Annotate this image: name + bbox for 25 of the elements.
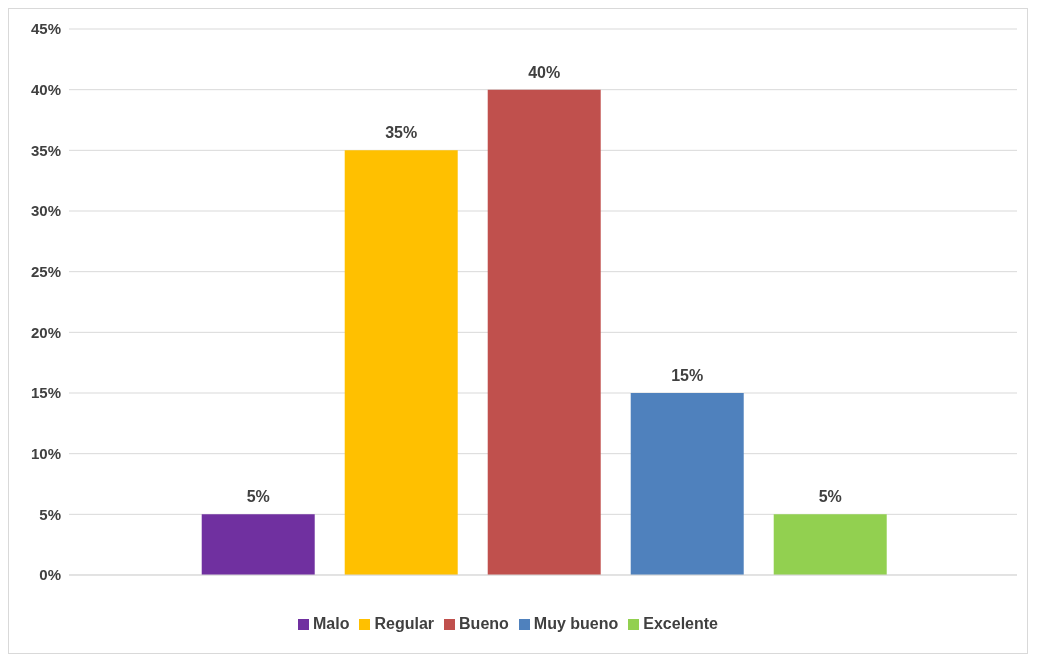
data-label: 15%	[671, 367, 704, 384]
y-tick-label: 0%	[39, 566, 61, 584]
bar	[344, 150, 458, 575]
data-label: 35%	[385, 124, 418, 142]
bar	[201, 514, 315, 575]
y-tick-label: 35%	[30, 141, 61, 159]
data-label: 5%	[246, 488, 270, 506]
y-tick-label: 10%	[30, 444, 61, 462]
y-tick-label: 40%	[30, 80, 61, 98]
y-tick-label: 45%	[30, 20, 61, 38]
legend-label: Excelente	[643, 615, 718, 632]
bar	[773, 514, 887, 575]
legend-label: Malo	[313, 615, 350, 632]
legend-label: Bueno	[459, 615, 509, 632]
y-tick-label: 30%	[30, 202, 61, 220]
data-label: 5%	[818, 488, 842, 506]
legend-label: Muy bueno	[533, 615, 619, 632]
y-tick-label: 25%	[30, 262, 61, 280]
data-label: 40%	[528, 63, 561, 81]
y-tick-label: 20%	[30, 323, 61, 341]
y-tick-label: 5%	[39, 505, 61, 523]
bar	[630, 393, 744, 575]
bar	[487, 89, 601, 575]
y-tick-label: 15%	[30, 384, 61, 402]
legend-label: Regular	[374, 615, 435, 632]
